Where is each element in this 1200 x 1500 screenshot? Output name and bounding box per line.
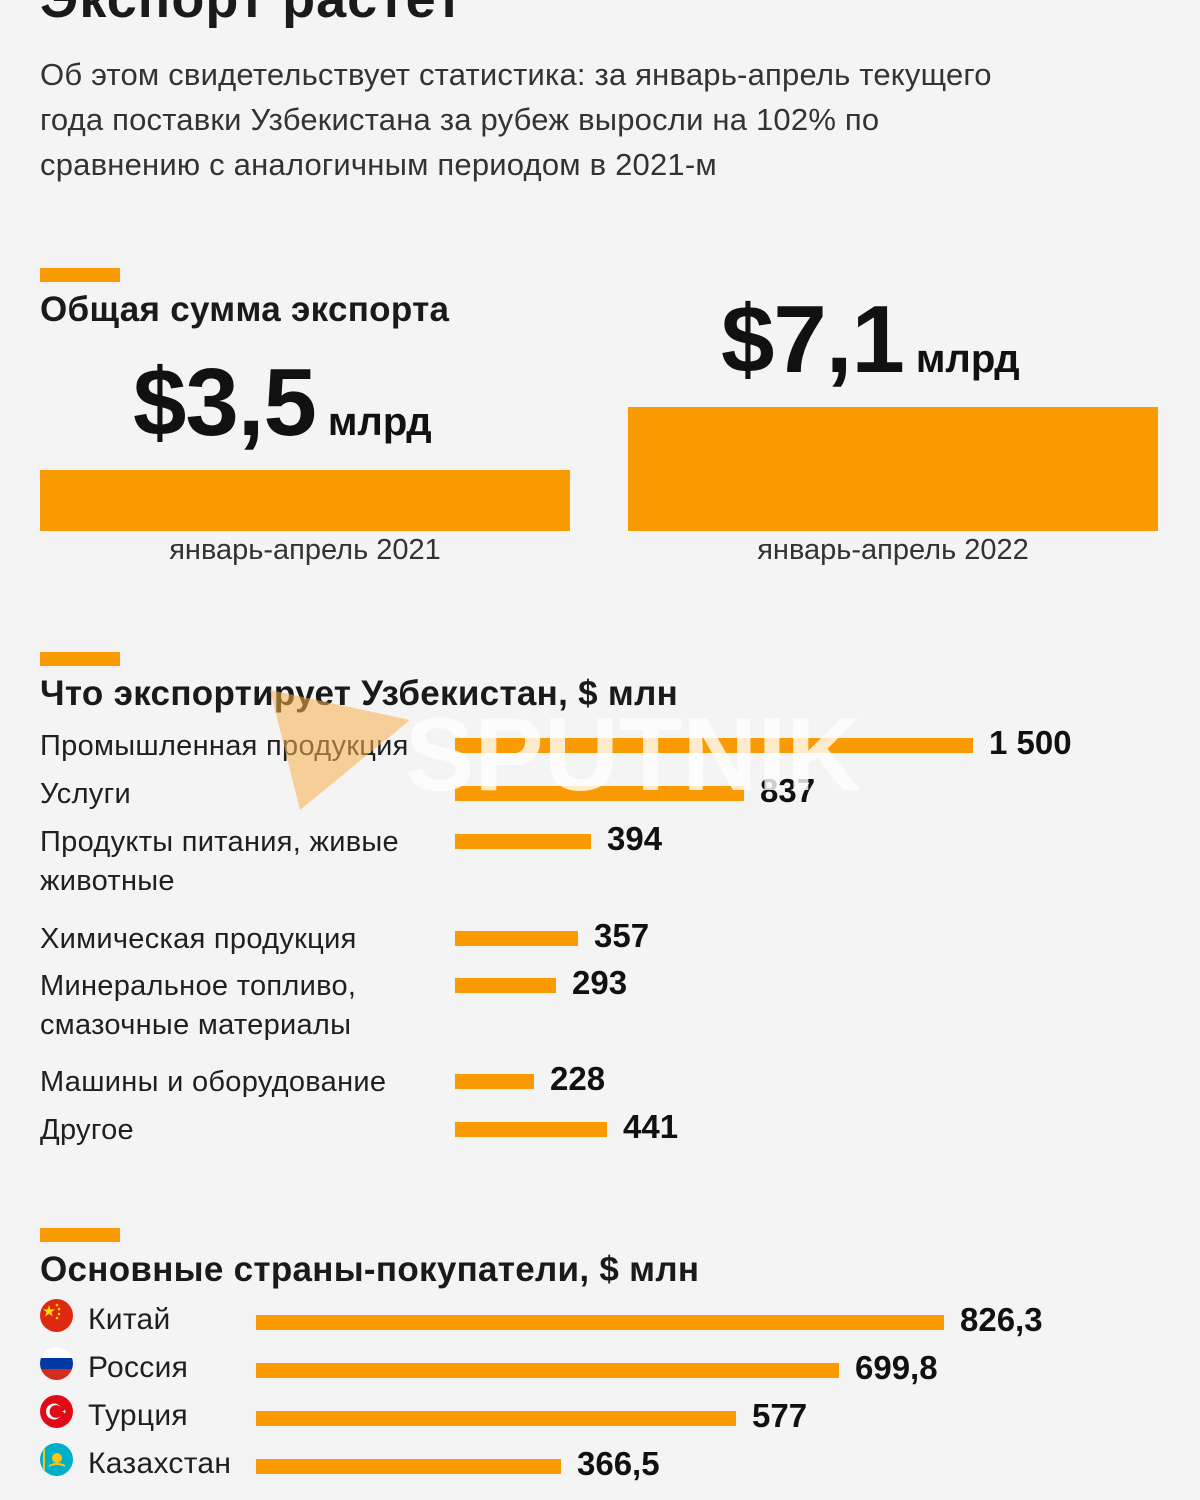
- turkey-flag-icon: [40, 1395, 73, 1428]
- total-value-unit: млрд: [915, 337, 1020, 381]
- category-value: 293: [572, 964, 628, 1001]
- category-label: Промышленная продукция: [40, 730, 409, 762]
- china-flag-icon: [40, 1299, 73, 1332]
- period-label: январь-апрель 2021: [169, 534, 441, 566]
- category-label: Другое: [40, 1114, 134, 1146]
- total-value: $3,5 млрд: [133, 348, 432, 458]
- category-bar: [455, 786, 744, 801]
- category-bar: [455, 834, 591, 849]
- country-label: Казахстан: [88, 1447, 232, 1480]
- category-bar: [455, 931, 578, 946]
- total-value-number: $7,1: [721, 286, 905, 393]
- countries-section-title: Основные страны-покупатели, $ млн: [40, 1250, 700, 1289]
- category-label: Машины и оборудование: [40, 1066, 387, 1098]
- category-label: Химическая продукция: [40, 923, 357, 955]
- category-value: 1 500: [989, 724, 1072, 761]
- total-value-number: $3,5: [133, 349, 317, 456]
- section-accent-rule: [40, 268, 120, 282]
- section-accent-rule: [40, 652, 120, 666]
- categories-section-title: Что экспортирует Узбекистан, $ млн: [40, 674, 679, 713]
- category-bar: [455, 978, 556, 993]
- category-bar: [455, 738, 973, 753]
- category-value: 394: [607, 820, 663, 857]
- category-label: Услуги: [40, 778, 131, 810]
- country-bar: [256, 1363, 839, 1378]
- category-value: 357: [594, 917, 650, 954]
- country-value: 577: [752, 1397, 808, 1434]
- russia-flag-icon: [40, 1347, 73, 1380]
- category-value: 837: [760, 772, 816, 809]
- country-label: Россия: [88, 1351, 189, 1384]
- category-bar: [455, 1122, 607, 1137]
- page-title: Экспорт растет: [40, 0, 463, 30]
- category-bar: [455, 1074, 534, 1089]
- country-value: 699,8: [855, 1349, 938, 1386]
- total-bar: [628, 407, 1158, 531]
- country-label: Турция: [88, 1399, 188, 1432]
- kazakhstan-flag-icon: [40, 1443, 73, 1476]
- section-accent-rule: [40, 1228, 120, 1242]
- category-label: Минеральное топливо, смазочные материалы: [40, 970, 357, 1041]
- country-bar: [256, 1459, 561, 1474]
- category-label: Продукты питания, живые животные: [40, 826, 399, 897]
- total-bar: [40, 470, 570, 531]
- total-value: $7,1 млрд: [721, 285, 1020, 395]
- country-bar: [256, 1315, 944, 1330]
- totals-section-title: Общая сумма экспорта: [40, 290, 450, 329]
- intro-text: Об этом свидетельствует статистика: за я…: [40, 57, 992, 182]
- country-value: 366,5: [577, 1445, 660, 1482]
- category-value: 441: [623, 1108, 679, 1145]
- total-value-unit: млрд: [327, 400, 432, 444]
- country-bar: [256, 1411, 736, 1426]
- category-value: 228: [550, 1060, 606, 1097]
- country-value: 826,3: [960, 1301, 1043, 1338]
- period-label: январь-апрель 2022: [757, 534, 1029, 566]
- country-label: Китай: [88, 1303, 171, 1336]
